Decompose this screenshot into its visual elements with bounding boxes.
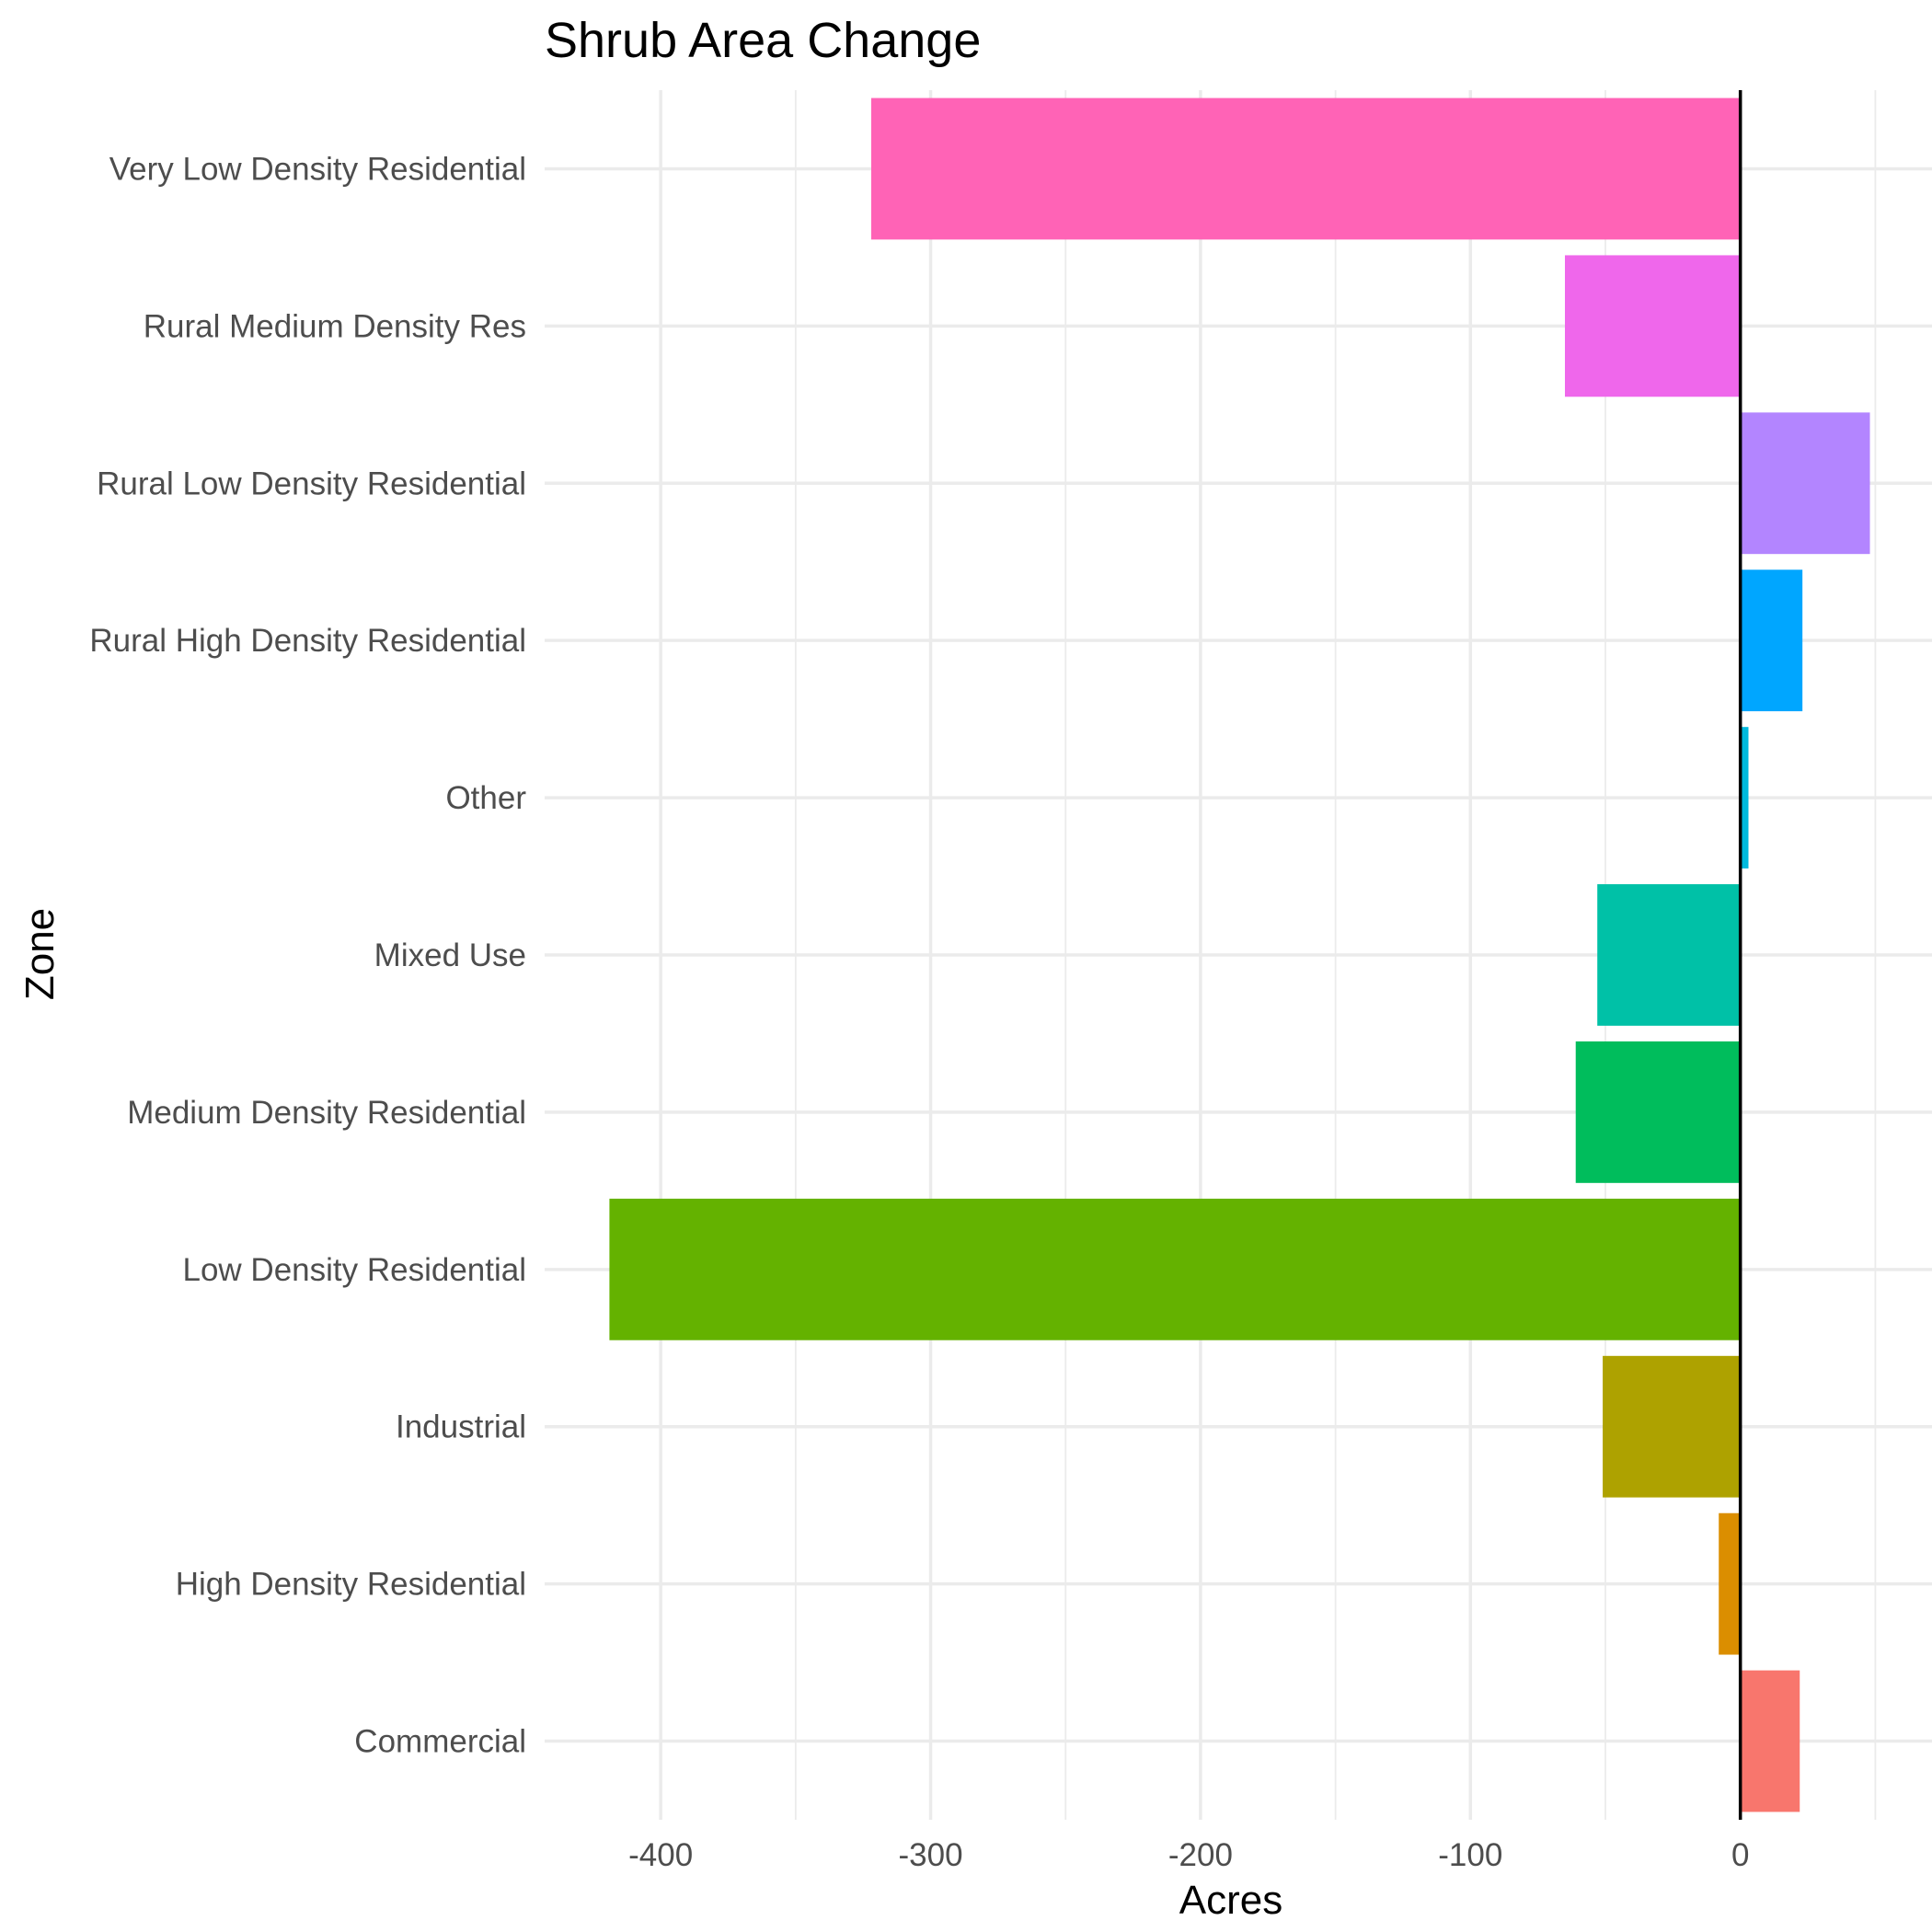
y-tick-label: Very Low Density Residential	[109, 151, 526, 187]
y-tick-label: Mixed Use	[374, 937, 526, 973]
y-tick-label: Rural High Density Residential	[89, 623, 526, 659]
x-tick-label: -400	[628, 1837, 693, 1873]
y-tick-label: Rural Medium Density Res	[144, 308, 526, 344]
y-tick-label: Industrial	[396, 1409, 526, 1445]
x-tick-label: -200	[1168, 1837, 1233, 1873]
y-tick-label: Other	[445, 780, 526, 816]
y-tick-label: Rural Low Density Residential	[97, 466, 526, 501]
y-axis-title: Zone	[17, 908, 63, 1000]
bar-industrial	[1603, 1355, 1741, 1498]
bar-high-density-residential	[1719, 1512, 1741, 1655]
y-tick-label: Low Density Residential	[182, 1252, 526, 1288]
bar-commercial	[1740, 1670, 1800, 1812]
y-tick-label: Medium Density Residential	[127, 1095, 526, 1131]
bar-very-low-density-residential	[870, 98, 1741, 240]
x-axis-title: Acres	[1179, 1878, 1282, 1923]
chart-title: Shrub Area Change	[545, 13, 981, 68]
y-tick-label: Commercial	[354, 1724, 526, 1760]
bar-rural-medium-density-res	[1564, 255, 1741, 397]
bar-mixed-use	[1597, 884, 1741, 1026]
x-tick-label: -100	[1438, 1837, 1502, 1873]
bar-medium-density-residential	[1575, 1041, 1741, 1183]
bar-low-density-residential	[609, 1198, 1741, 1340]
bar-other	[1740, 727, 1749, 868]
bar-rural-high-density-residential	[1740, 569, 1803, 712]
y-tick-label: High Density Residential	[176, 1567, 526, 1603]
bar-rural-low-density-residential	[1740, 412, 1870, 555]
x-axis-tick-labels: -400 -300 -200 -100 0	[628, 1837, 1749, 1873]
x-tick-label: -300	[899, 1837, 963, 1873]
x-tick-label: 0	[1731, 1837, 1749, 1873]
bars-layer	[609, 98, 1870, 1812]
y-axis-tick-labels: Commercial High Density Residential Indust…	[89, 151, 526, 1759]
